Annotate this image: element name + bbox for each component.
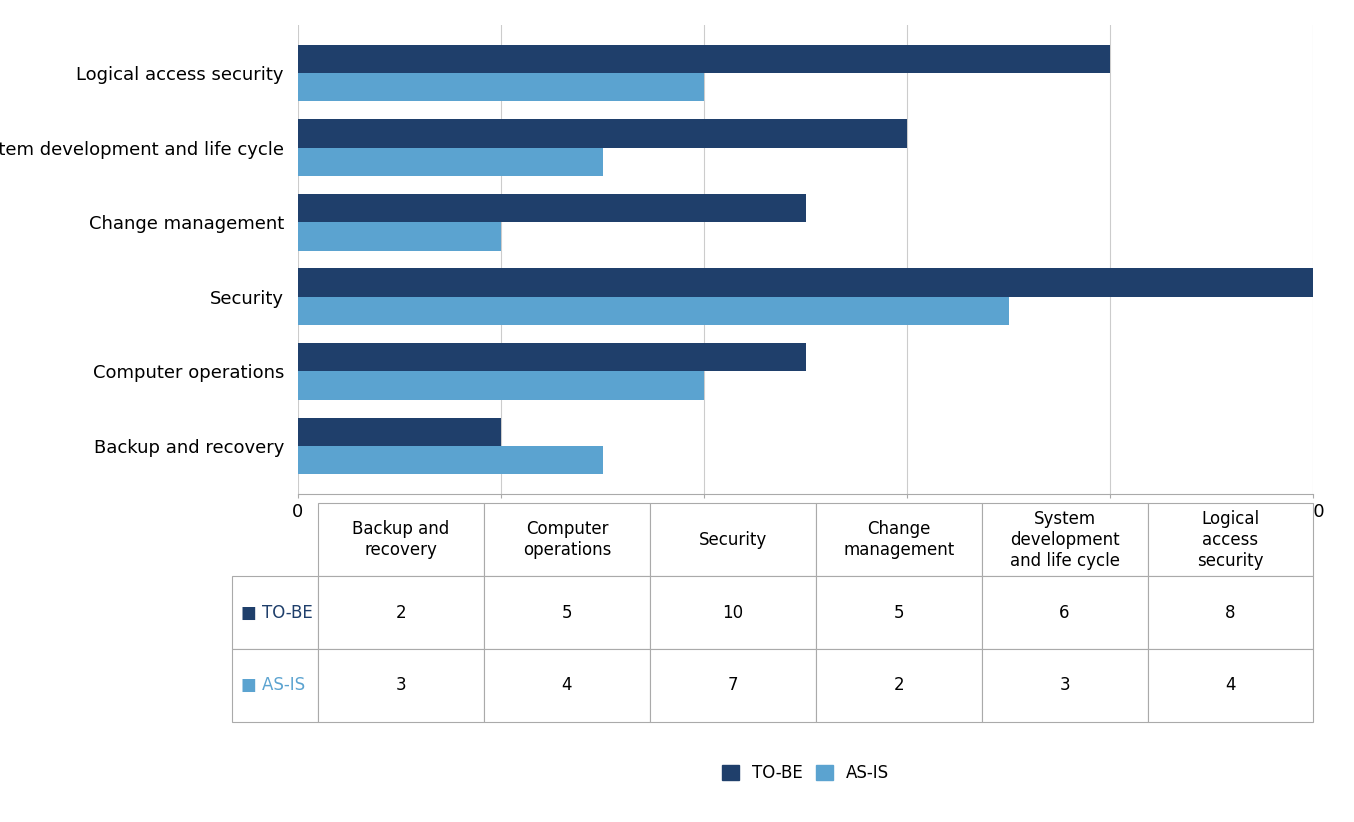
Bar: [298, 148, 603, 176]
Bar: [298, 446, 603, 474]
Bar: [298, 418, 501, 446]
Bar: [298, 44, 1110, 73]
Legend: TO-BE, AS-IS: TO-BE, AS-IS: [715, 758, 896, 789]
Bar: [298, 372, 704, 399]
Bar: [298, 222, 501, 251]
Bar: [298, 194, 806, 222]
Bar: [298, 269, 1313, 297]
Bar: [298, 297, 1009, 325]
Bar: [298, 343, 806, 372]
Bar: [298, 119, 907, 148]
Bar: [298, 73, 704, 101]
